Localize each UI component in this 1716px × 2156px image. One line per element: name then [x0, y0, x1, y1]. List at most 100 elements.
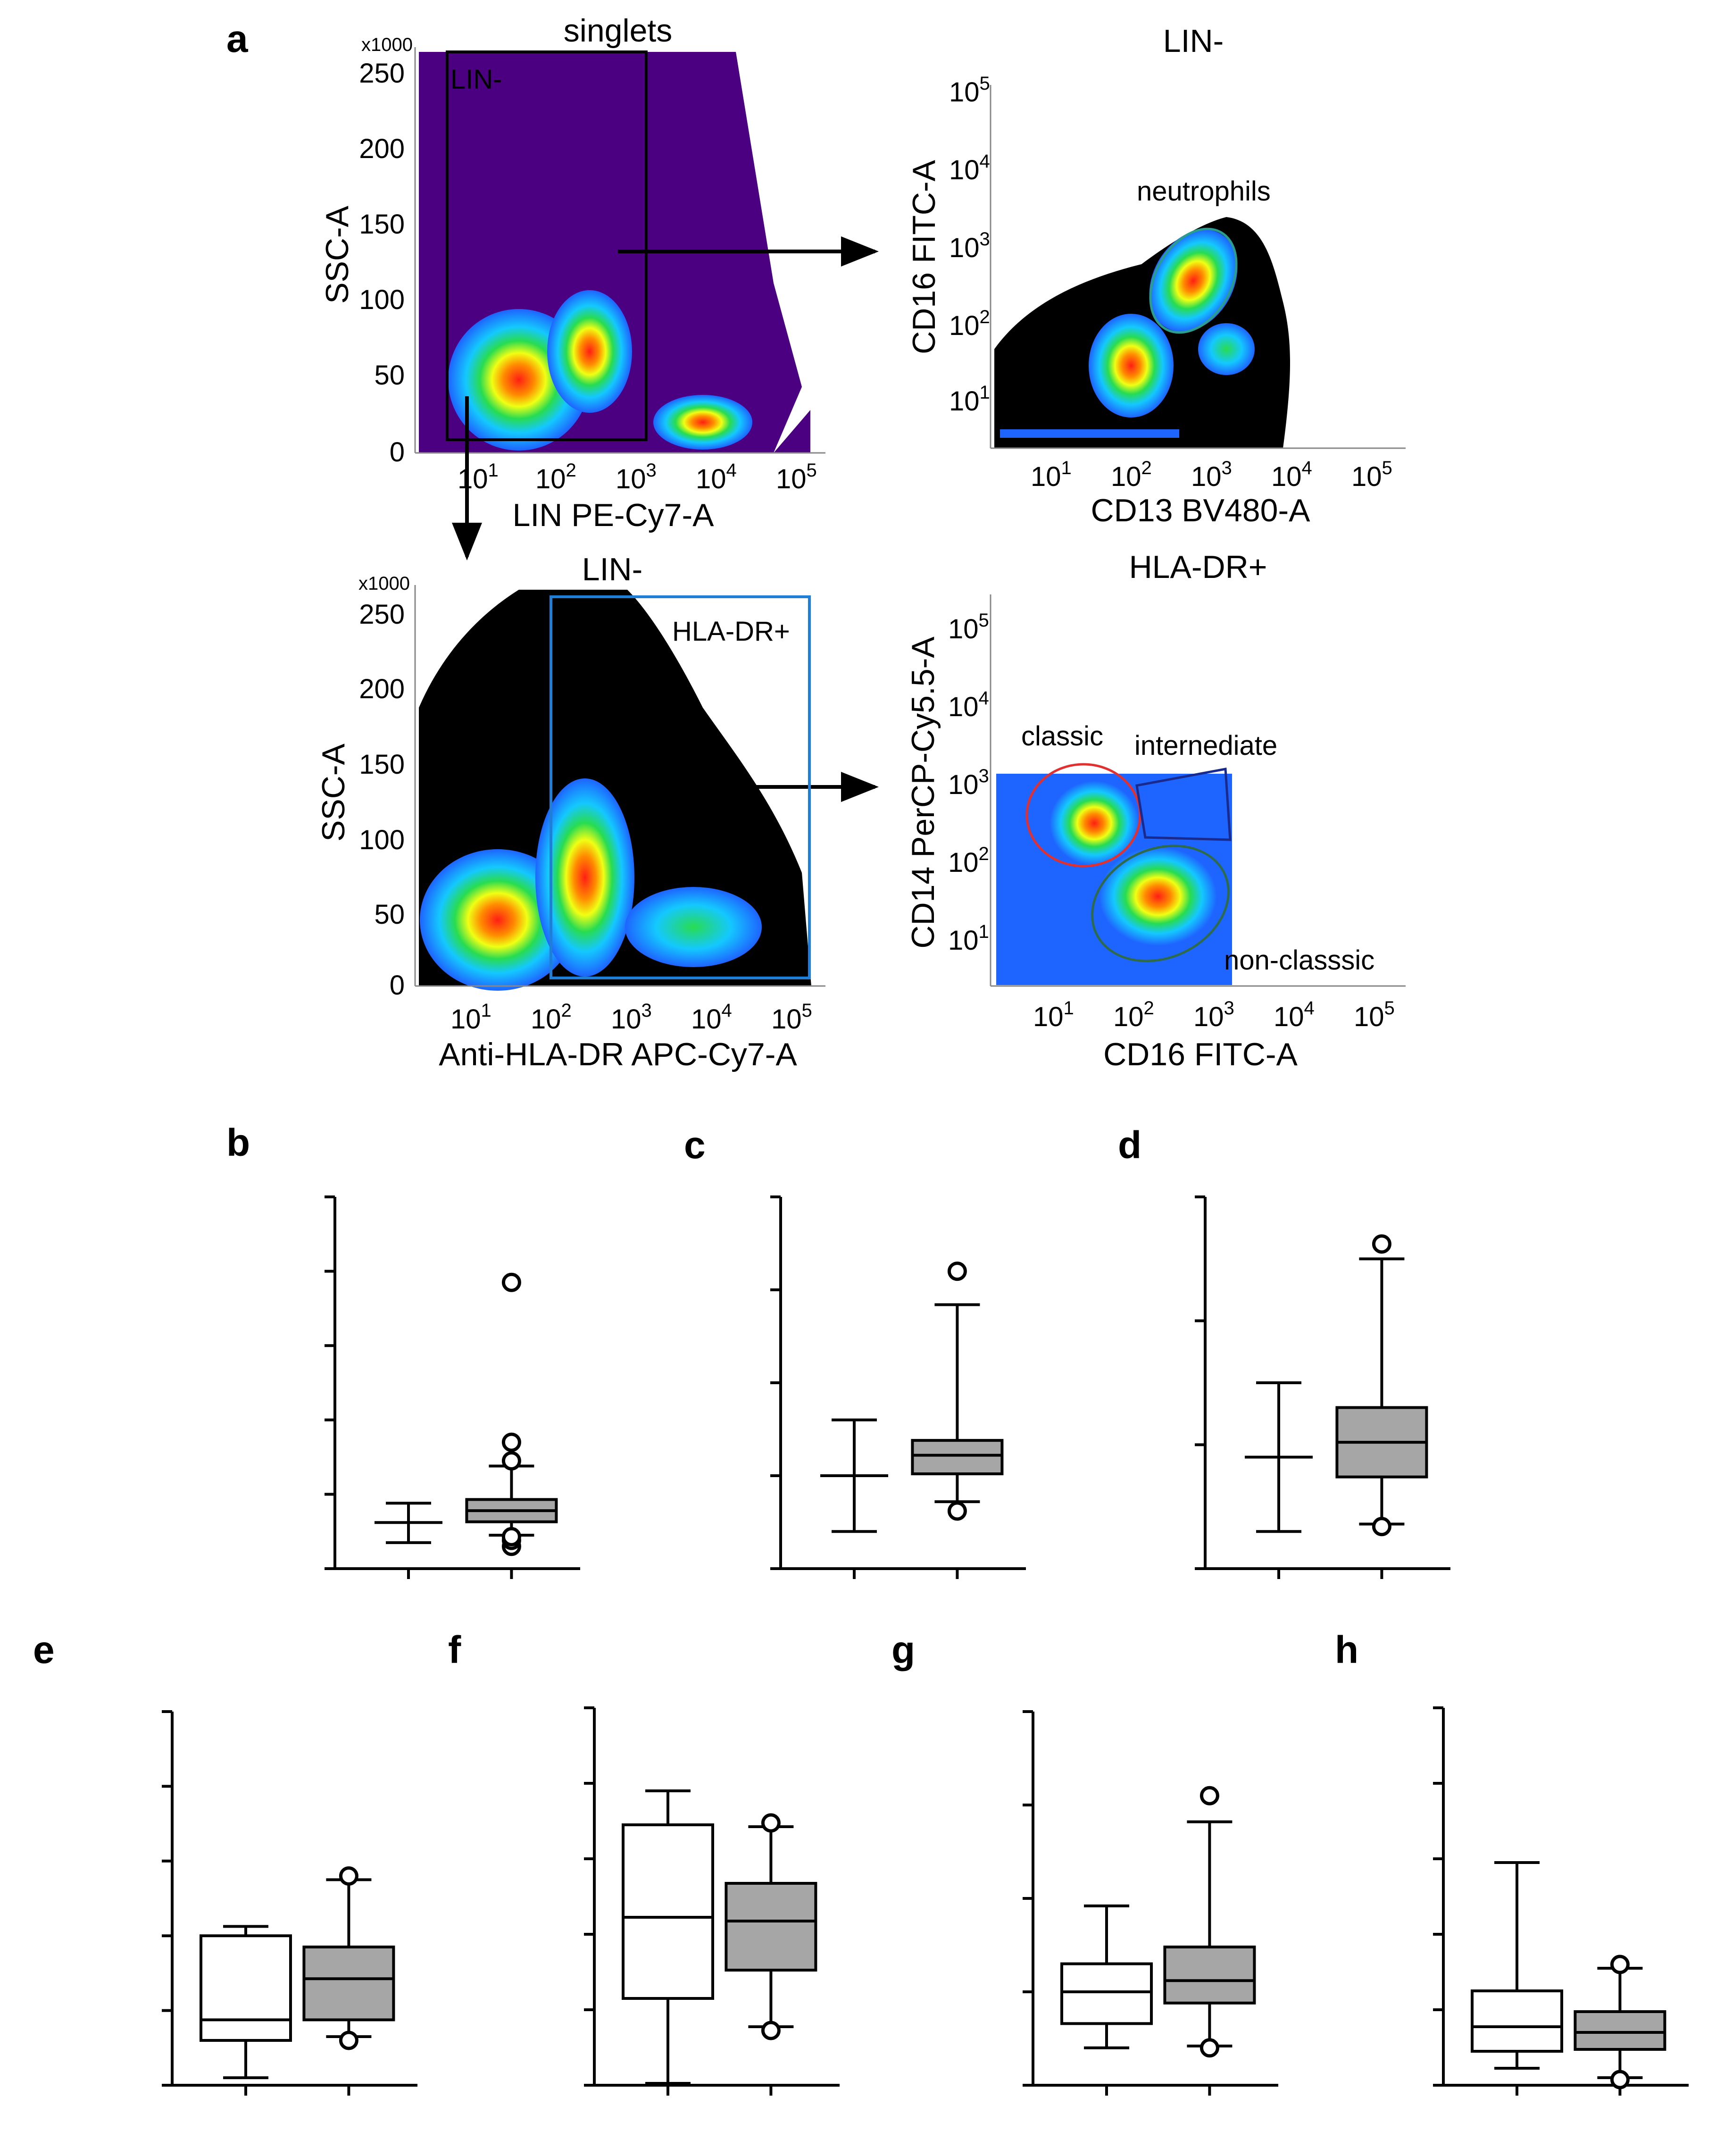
box-ctl [1060, 1962, 1153, 2025]
panel-letter-h: h [1335, 1629, 1358, 1671]
flow4-xtick: 101 [1033, 998, 1074, 1032]
flow4-xticks: 101 102 103 104 105 [1033, 998, 1395, 1032]
outlier-point [501, 1432, 521, 1452]
flow2-ytick: 101 [949, 382, 990, 417]
flow1-xtick: 102 [535, 460, 576, 494]
flow1-scale-label: x1000 [361, 34, 413, 55]
flow4-ytick: 103 [948, 766, 989, 800]
outlier-point [761, 2021, 781, 2040]
flow2-xticks: 101 102 103 104 105 [1031, 458, 1392, 492]
flow3-ytick: 0 [390, 970, 405, 1001]
box-is [911, 1439, 1004, 1476]
panel-letter-d: d [1118, 1124, 1141, 1167]
flow1-ytick: 150 [359, 209, 405, 240]
boxplot-neutrophil-pct [1433, 1706, 1689, 2096]
outlier-point [1610, 1955, 1630, 1974]
flow2-xtick: 101 [1031, 458, 1072, 492]
flow3-gate-label: HLA-DR+ [672, 616, 790, 647]
flow4-xtick: 103 [1193, 998, 1234, 1032]
box-is [302, 1945, 395, 2022]
box-is [725, 1882, 817, 1972]
outlier-point [1200, 2038, 1219, 2058]
flow2-ytick: 105 [949, 73, 990, 108]
outlier-point [1610, 2070, 1630, 2089]
box-ctl [200, 1934, 292, 2042]
boxplot-neutrophil [1195, 1195, 1450, 1579]
flow3-xtick: 101 [450, 1000, 491, 1035]
flow1-xtick: 101 [458, 460, 499, 494]
flow4-yticks: 101 102 103 104 105 [948, 610, 989, 956]
flow2-density-neutrophils [1149, 229, 1238, 332]
flow4-classic-label: classic [1021, 721, 1103, 752]
flow1-ytick: 200 [359, 134, 405, 164]
flow3-xtick: 104 [691, 1000, 732, 1035]
flow1-lin-gate [446, 50, 648, 441]
box-is [1163, 1945, 1256, 2005]
flow4-nonclassic-label: non-classsic [1224, 945, 1374, 976]
flow1-ytick: 50 [374, 360, 405, 391]
panel-letter-b: b [226, 1121, 250, 1164]
flow2-ytick: 103 [949, 229, 990, 263]
outlier-point [501, 1272, 521, 1292]
flow1-xtick: 103 [616, 460, 657, 494]
flow4-ytick: 105 [948, 610, 989, 644]
flow1-xlabel: LIN PE-Cy7-A [513, 497, 715, 533]
flow1-density-mid [547, 290, 632, 413]
flow4-ytick: 101 [948, 921, 989, 956]
flow4-xtick: 102 [1113, 998, 1154, 1032]
flow3-yticks: 0 50 100 150 200 250 [359, 599, 405, 1001]
flow2-ytick: 102 [949, 307, 990, 341]
flow-plot-singlets: singlets LIN- x1000 0 50 100 150 200 250… [319, 13, 830, 533]
flow3-ytick: 100 [359, 825, 405, 855]
flow2-title: LIN- [1163, 23, 1224, 59]
flow3-xtick: 105 [771, 1000, 812, 1035]
flow2-ylabel: CD16 FITC-A [906, 159, 942, 354]
flow4-xlabel: CD16 FITC-A [1103, 1036, 1298, 1072]
flow4-intermediate-label: internediate [1134, 730, 1277, 761]
boxplot-intermediate [1023, 1710, 1278, 2096]
outlier-point [947, 1501, 967, 1521]
panel-letter-c: c [684, 1124, 706, 1167]
box-ctl [1471, 1989, 1563, 2053]
flow3-ytick: 200 [359, 674, 405, 704]
flow3-xtick: 103 [611, 1000, 652, 1035]
flow3-xticks: 101 102 103 104 105 [450, 1000, 812, 1035]
flow2-bottom-band [1000, 429, 1179, 438]
flow2-xtick: 105 [1351, 458, 1392, 492]
flow3-ytick: 250 [359, 599, 405, 630]
flow3-density-right [625, 887, 762, 967]
flow4-classic-gate [1025, 763, 1141, 868]
flow1-ytick: 100 [359, 284, 405, 315]
boxplot-nonclassical [584, 1706, 840, 2096]
flow1-ylabel: SSC-A [319, 205, 355, 303]
flow3-title: LIN- [582, 552, 642, 587]
panel-letter-a: a [226, 17, 249, 60]
flow1-gate-label: LIN- [450, 64, 502, 95]
outlier-point [1200, 1786, 1219, 1805]
flow2-density-right [1198, 323, 1255, 375]
flow3-ylabel: SSC-A [316, 743, 351, 841]
boxplot-classical [162, 1710, 417, 2096]
flow4-density-nonclassic [1099, 847, 1217, 946]
flow3-xlabel: Anti-HLA-DR APC-Cy7-A [439, 1036, 797, 1072]
boxplot-leukocyte [325, 1195, 580, 1579]
panel-letter-e: e [33, 1629, 55, 1671]
flow3-hla-dr-gate [550, 595, 811, 979]
flow3-ytick: 50 [374, 899, 405, 930]
flow4-density-classic [1050, 781, 1139, 866]
flow2-gate-label: neutrophils [1137, 176, 1271, 207]
flow1-xtick: 104 [696, 460, 737, 494]
flow2-neutrophil-gate [1149, 227, 1238, 334]
flow4-title: HLA-DR+ [1129, 549, 1267, 585]
flow-plot-lin-neutrophils: LIN- neutrophils 101 102 103 104 105 101… [906, 23, 1406, 528]
outlier-point [1372, 1234, 1391, 1254]
outlier-point [501, 1527, 521, 1546]
outlier-point [947, 1262, 967, 1281]
flow4-ylabel: CD14 PerCP-Cy5.5-A [905, 636, 941, 949]
flow-plot-lin-hla-dr: LIN- HLA-DR+ x1000 0 50 100 150 200 250 … [316, 552, 825, 1072]
flow4-ytick: 102 [948, 844, 989, 878]
flow4-ytick: 104 [948, 688, 989, 722]
outlier-point [1372, 1517, 1391, 1537]
boxplot-monocyte [770, 1195, 1026, 1579]
